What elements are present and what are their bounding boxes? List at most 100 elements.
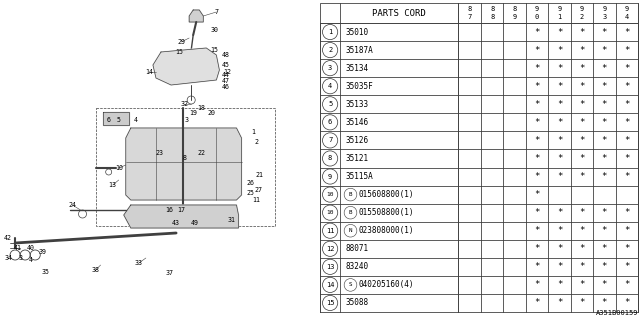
Text: *: * [624,244,630,253]
Polygon shape [124,205,239,228]
Text: 9: 9 [602,6,607,12]
Text: 33: 33 [135,260,143,266]
Text: 9: 9 [328,173,332,180]
Text: 34: 34 [4,255,12,261]
Text: *: * [624,28,630,36]
Text: 10: 10 [115,165,123,171]
Text: *: * [534,172,540,181]
Text: *: * [534,190,540,199]
Text: 8: 8 [490,14,494,20]
Text: 11: 11 [326,228,334,234]
Text: B: B [349,192,352,197]
Text: 35146: 35146 [345,118,368,127]
Text: *: * [557,172,562,181]
Text: *: * [624,136,630,145]
Text: B: B [349,210,352,215]
Polygon shape [153,48,220,85]
Text: 23: 23 [155,150,163,156]
Text: 30: 30 [211,27,218,33]
Text: 3: 3 [18,255,22,261]
Text: 35: 35 [42,269,49,275]
Text: *: * [624,299,630,308]
Text: 7: 7 [468,14,472,20]
Text: 0: 0 [535,14,539,20]
Text: 7: 7 [328,137,332,143]
Text: 45: 45 [221,62,229,68]
Bar [320,3,638,23]
Text: 21: 21 [255,172,264,178]
Text: *: * [579,118,584,127]
Text: 35010: 35010 [345,28,368,36]
Text: *: * [579,280,584,289]
Text: 9: 9 [513,14,516,20]
Text: 7: 7 [214,9,218,15]
Text: 25: 25 [246,190,255,196]
Text: *: * [557,262,562,271]
Text: A351B00159: A351B00159 [595,310,638,316]
Text: *: * [602,154,607,163]
Text: 42: 42 [4,235,12,241]
Text: *: * [579,244,584,253]
Text: *: * [557,100,562,109]
Text: *: * [624,262,630,271]
Text: *: * [624,226,630,235]
Text: *: * [624,154,630,163]
Text: *: * [534,244,540,253]
Text: *: * [624,172,630,181]
Text: *: * [534,226,540,235]
Text: *: * [624,100,630,109]
Text: *: * [602,100,607,109]
Text: *: * [579,100,584,109]
Text: *: * [557,64,562,73]
Text: *: * [557,208,562,217]
Text: *: * [579,45,584,55]
Text: 48: 48 [221,52,229,58]
Text: 13: 13 [109,182,116,188]
Text: 9: 9 [625,6,629,12]
Text: *: * [579,136,584,145]
Text: *: * [579,64,584,73]
Text: *: * [602,208,607,217]
Text: 35121: 35121 [345,154,368,163]
Text: *: * [579,154,584,163]
Text: *: * [579,82,584,91]
Text: *: * [624,64,630,73]
Text: 4: 4 [625,14,629,20]
Text: *: * [534,299,540,308]
Text: 8: 8 [490,6,494,12]
Text: *: * [624,118,630,127]
Text: *: * [557,118,562,127]
Text: 16: 16 [165,207,173,213]
Text: 12: 12 [223,69,232,75]
Polygon shape [102,112,129,125]
Text: 35126: 35126 [345,136,368,145]
Text: *: * [557,226,562,235]
Text: 3: 3 [184,117,188,123]
Text: *: * [602,262,607,271]
Text: 3: 3 [602,14,607,20]
Text: 27: 27 [255,187,262,193]
Text: 15: 15 [326,300,334,306]
Text: *: * [579,226,584,235]
Text: *: * [602,299,607,308]
Text: *: * [602,82,607,91]
Text: *: * [534,280,540,289]
Text: 46: 46 [221,84,229,90]
Text: 88071: 88071 [345,244,368,253]
Text: *: * [534,136,540,145]
Text: 19: 19 [189,110,197,116]
Text: *: * [557,154,562,163]
Text: 38: 38 [92,267,100,273]
Text: 35115A: 35115A [345,172,373,181]
Text: 015608800(1): 015608800(1) [359,190,414,199]
Text: *: * [624,45,630,55]
Text: *: * [579,299,584,308]
Text: 35133: 35133 [345,100,368,109]
Text: 15: 15 [211,47,218,53]
Text: *: * [534,208,540,217]
Text: *: * [602,244,607,253]
Text: 3: 3 [328,65,332,71]
Text: *: * [534,28,540,36]
Text: 47: 47 [221,78,229,84]
Text: 2: 2 [328,47,332,53]
